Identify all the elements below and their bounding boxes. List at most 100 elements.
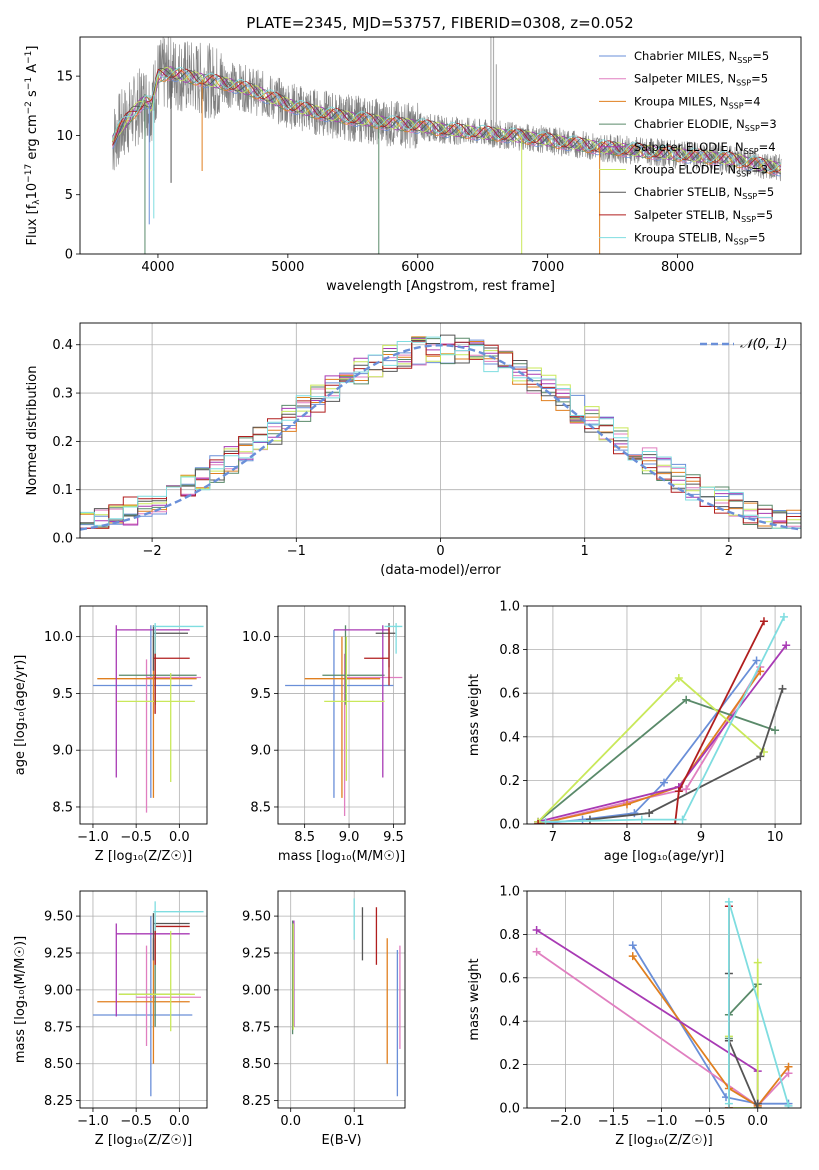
gaussian-curve (80, 344, 799, 531)
weight-vs-age-plot-area (534, 612, 791, 824)
mass-vs-EBV-frame (277, 890, 406, 1109)
mass-vs-Z-axes: −1.0 −0.5 0.0 8.25 8.50 8.75 9.00 9.25 9.50 Z [lo… (13, 890, 208, 1148)
model-fit-line (112, 68, 781, 174)
legend-eq: = (757, 185, 767, 199)
weight-marker (778, 684, 787, 693)
y-label-part: −17 (24, 164, 34, 183)
legend-ssp-sub: SSP (745, 124, 760, 133)
weight-marker (637, 815, 646, 824)
x-tick-label: 1 (581, 544, 589, 559)
legend-name: Salpeter STELIB (634, 208, 725, 222)
age-vs-mass-axes: 8.5 9.0 9.5 8.5 9.0 9.5 10.0 mass [log₁₀(M/M☉)] (242, 605, 406, 864)
y-tick-label: 9.5 (52, 687, 73, 702)
legend-n-label: , N (713, 94, 729, 108)
x-tick-label: −2 (143, 544, 162, 559)
y-tick-label: 9.50 (242, 910, 271, 925)
y-tick-label: 1.0 (499, 600, 520, 615)
residual-histogram (80, 339, 801, 529)
legend-entry: Chabrier ELODIE, NSSP=3 (634, 117, 777, 133)
y-tick-label: 9.00 (242, 983, 271, 998)
observed-spectrum (112, 37, 782, 182)
model-fit-line (112, 68, 781, 173)
y-tick-label: 0.2 (499, 1058, 520, 1073)
legend-ssp-sub: SSP (736, 170, 751, 179)
legend-entry: Kroupa MILES, NSSP=4 (634, 94, 761, 110)
y-tick-label: 0.2 (52, 435, 73, 450)
weight-marker (753, 1099, 762, 1108)
legend-eq: = (744, 94, 754, 108)
x-tick-label: 9 (697, 830, 705, 845)
legend-n-label: , N (721, 49, 737, 63)
legend-nssp: 4 (768, 140, 775, 154)
y-tick-label: 5 (65, 188, 73, 203)
legend-n-label: , N (726, 185, 742, 199)
weight-marker (671, 820, 680, 824)
weight-marker (645, 809, 654, 818)
mass-vs-Z-y-axis-label: mass [log₁₀(M/M☉)] (13, 936, 28, 1063)
weight-marker (759, 617, 768, 626)
x-tick-label: 9.5 (383, 830, 404, 845)
x-tick-label: 5000 (271, 260, 304, 275)
legend-name: Kroupa ELODIE (634, 163, 720, 177)
legend-n-label: , N (725, 208, 741, 222)
residuals-x-axis-label: (data-model)/error (380, 563, 501, 578)
weight-marker (630, 809, 639, 818)
x-tick-label: −1.0 (77, 830, 109, 845)
weight-marker (753, 958, 762, 967)
y-tick-label: 0.4 (52, 338, 73, 353)
legend-entry: Salpeter ELODIE, NSSP=4 (634, 140, 776, 156)
legend-nssp: 4 (753, 94, 760, 108)
y-tick-label: 1.0 (499, 885, 520, 900)
y-label-part: A (25, 64, 40, 77)
y-tick-label: 0.8 (499, 643, 520, 658)
age-vs-mass-x-axis-label: mass [log₁₀(M/M☉)] (278, 849, 405, 864)
weight-marker (628, 952, 637, 961)
y-label-part: −1 (24, 77, 34, 90)
y-label-part: ] (25, 46, 40, 51)
legend-ssp-sub: SSP (737, 56, 752, 65)
model-fit-line (112, 66, 781, 171)
mass-vs-EBV-plot-area (291, 898, 401, 1097)
y-tick-label: 8.50 (44, 1057, 73, 1072)
x-tick-label: −1.0 (77, 1114, 109, 1129)
legend-nssp: 5 (766, 208, 773, 222)
x-tick-label: 8 (623, 830, 631, 845)
legend-n-label: , N (720, 163, 736, 177)
y-tick-label: 0 (65, 248, 73, 263)
weight-marker (541, 817, 550, 824)
legend-n-label: , N (720, 72, 736, 86)
y-tick-label: 9.50 (44, 910, 73, 925)
weight-vs-Z-frame (526, 890, 802, 1109)
y-tick-label: 0.6 (499, 687, 520, 702)
weight-line (545, 616, 785, 823)
y-tick-label: 15 (56, 70, 73, 85)
residuals-y-axis-label: Normed distribution (25, 366, 40, 496)
legend-name: Chabrier ELODIE (634, 117, 729, 131)
weight-marker (674, 673, 683, 682)
x-tick-label: 6000 (401, 260, 434, 275)
x-tick-label: −0.5 (120, 830, 152, 845)
legend-ssp-sub: SSP (729, 101, 744, 110)
residuals-plot-area (80, 334, 801, 531)
weight-marker (752, 656, 761, 665)
y-tick-label: 8.5 (250, 800, 271, 815)
legend-nssp: 3 (769, 117, 776, 131)
mass-vs-Z-x-axis-label: Z [log₁₀(Z/Z☉)] (95, 1133, 192, 1148)
weight-vs-Z-x-axis-label: Z [log₁₀(Z/Z☉)] (615, 1133, 712, 1148)
y-label-part: −1 (24, 51, 34, 64)
weight-vs-age-y-axis-label: mass weight (467, 674, 482, 756)
x-tick-label: 0.0 (280, 1114, 301, 1129)
gaussian-legend-label: 𝒩(0, 1) (740, 337, 787, 352)
weight-vs-Z-plot-area (532, 897, 793, 1108)
weight-line (589, 688, 784, 821)
legend-name: Salpeter MILES (634, 72, 720, 86)
legend-ssp-sub: SSP (742, 192, 757, 201)
y-tick-label: 10 (56, 129, 73, 144)
legend-entry: Kroupa ELODIE, NSSP=3 (634, 163, 768, 179)
legend-eq: = (751, 72, 761, 86)
legend-eq: = (756, 208, 766, 222)
x-tick-label: 8.5 (294, 830, 315, 845)
x-tick-label: 10 (767, 830, 784, 845)
weight-marker (724, 1099, 733, 1108)
